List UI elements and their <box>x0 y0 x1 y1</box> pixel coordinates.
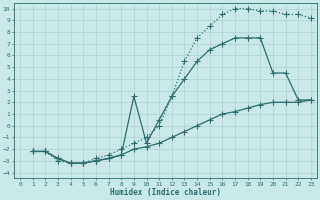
X-axis label: Humidex (Indice chaleur): Humidex (Indice chaleur) <box>110 188 221 197</box>
